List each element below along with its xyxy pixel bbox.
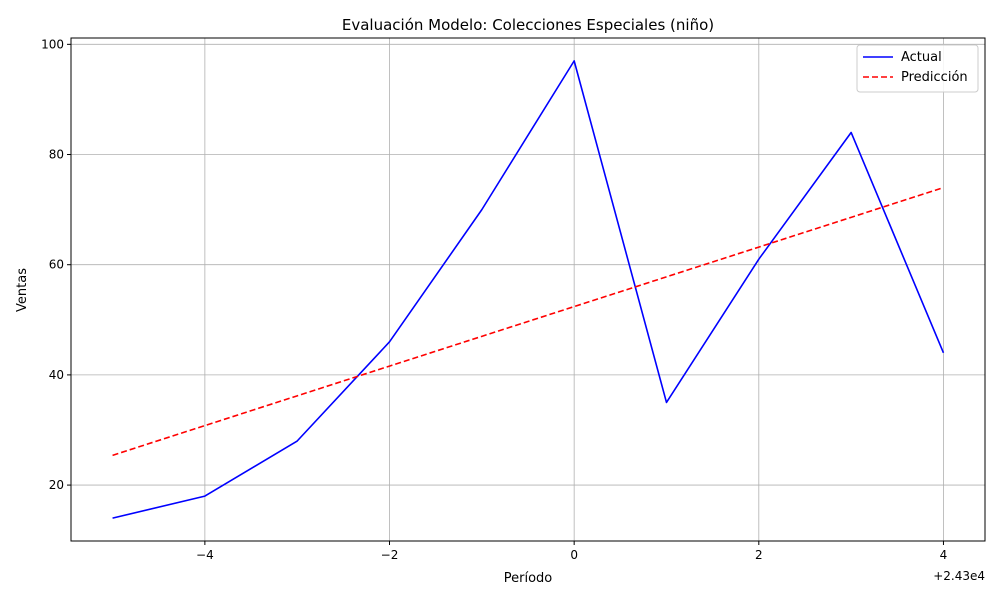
- x-tick-label: −2: [381, 548, 399, 562]
- x-axis-offset-label: +2.43e4: [933, 569, 985, 583]
- y-tick-label: 60: [49, 258, 64, 272]
- y-tick-label: 40: [49, 368, 64, 382]
- y-tick-label: 20: [49, 478, 64, 492]
- y-tick-label: 80: [49, 148, 64, 162]
- series-line-prediccion: [112, 186, 944, 457]
- x-tick-label: 4: [940, 548, 948, 562]
- y-axis-label: Ventas: [15, 268, 30, 312]
- x-axis-label: Período: [504, 571, 553, 586]
- legend-label-actual: Actual: [901, 50, 942, 65]
- x-tick-label: 0: [570, 548, 578, 562]
- legend-label-prediccion: Predicción: [901, 70, 968, 85]
- grid: [71, 38, 985, 541]
- y-tick-label: 100: [41, 37, 64, 51]
- chart-title: Evaluación Modelo: Colecciones Especiale…: [342, 16, 714, 34]
- plot-frame: [70, 37, 986, 542]
- axis-ticks: −4 −2 0 2 4 20 40 60 80 100: [41, 37, 947, 562]
- series-lines: [112, 60, 945, 519]
- x-tick-label: 2: [755, 548, 763, 562]
- series-line-actual: [112, 60, 945, 519]
- x-tick-label: −4: [196, 548, 214, 562]
- legend: Actual Predicción: [856, 44, 979, 93]
